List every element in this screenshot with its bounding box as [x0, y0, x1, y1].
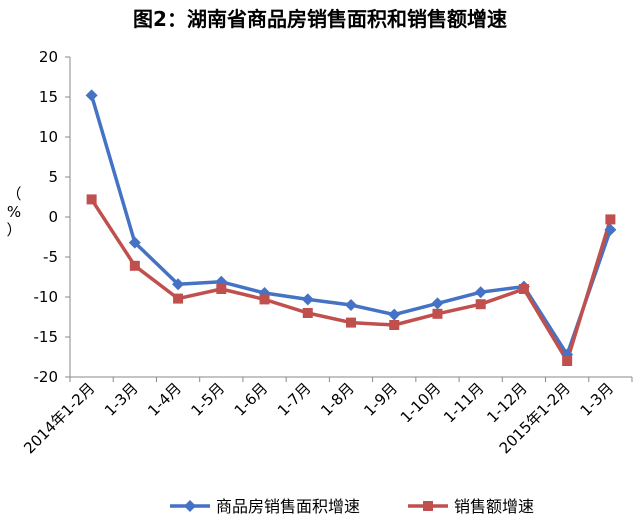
data-point: [302, 308, 313, 318]
data-point: [475, 299, 486, 310]
x-tick-label: 1-6月: [231, 379, 272, 420]
x-tick-label: 1-3月: [577, 379, 618, 420]
x-tick-label: 2014年1-2月: [20, 379, 98, 457]
data-point: [346, 317, 356, 328]
y-axis-label: （%）: [6, 185, 21, 239]
x-tick-label: 1-3月: [101, 379, 142, 420]
x-tick-label: 1-8月: [317, 379, 358, 420]
data-point: [86, 194, 97, 205]
legend-label: 销售额增速: [454, 497, 534, 516]
data-point: [388, 308, 401, 321]
data-point: [345, 299, 357, 311]
x-tick-label: 1-11月: [440, 379, 487, 426]
y-tick-label: 10: [39, 128, 58, 146]
data-point: [518, 284, 529, 294]
series-line: [90, 198, 613, 363]
chart-title: 图2：湖南省商品房销售面积和销售额增速: [133, 7, 507, 31]
series-group: [85, 89, 617, 366]
legend-marker: [423, 501, 433, 511]
data-point: [129, 260, 140, 271]
y-tick-label: -20: [34, 368, 59, 386]
legend: 商品房销售面积增速 销售额增速: [170, 497, 534, 516]
data-point: [173, 293, 184, 304]
data-point: [431, 297, 444, 310]
data-point: [605, 214, 616, 225]
data-point: [172, 278, 185, 291]
x-tick-label: 1-7月: [274, 379, 315, 420]
data-point: [216, 284, 227, 294]
y-tick-label: 0: [48, 208, 58, 226]
y-tick-label: -10: [34, 288, 59, 306]
data-point: [604, 223, 617, 236]
data-point: [562, 356, 573, 366]
data-point: [85, 89, 98, 102]
y-tick-group: -20 -15 -10 -5 0 5 10 15 20: [34, 48, 70, 386]
y-tick-label: -5: [43, 248, 58, 266]
x-tick-label: 1-4月: [144, 379, 185, 420]
x-tick-group: 2014年1-2月 1-3月 1-4月 1-5月 1-6月 1-7月 1-8月 1-9月1-1…: [20, 377, 633, 457]
y-tick-label: 5: [48, 168, 58, 186]
data-point: [432, 308, 443, 319]
data-point: [389, 320, 400, 330]
y-tick-label: 15: [39, 88, 58, 106]
x-tick-label: 1-10月: [397, 379, 444, 426]
x-tick-label: 1-5月: [187, 379, 228, 420]
y-tick-label: 20: [39, 48, 58, 66]
data-point: [474, 286, 487, 299]
legend-label: 商品房销售面积增速: [216, 497, 360, 516]
data-point: [259, 294, 270, 305]
data-point: [128, 236, 141, 249]
y-tick-label: -15: [34, 328, 59, 346]
x-tick-label: 1-9月: [360, 379, 401, 420]
legend-marker: [184, 500, 196, 512]
data-point: [301, 293, 314, 306]
series-line: [89, 94, 613, 357]
